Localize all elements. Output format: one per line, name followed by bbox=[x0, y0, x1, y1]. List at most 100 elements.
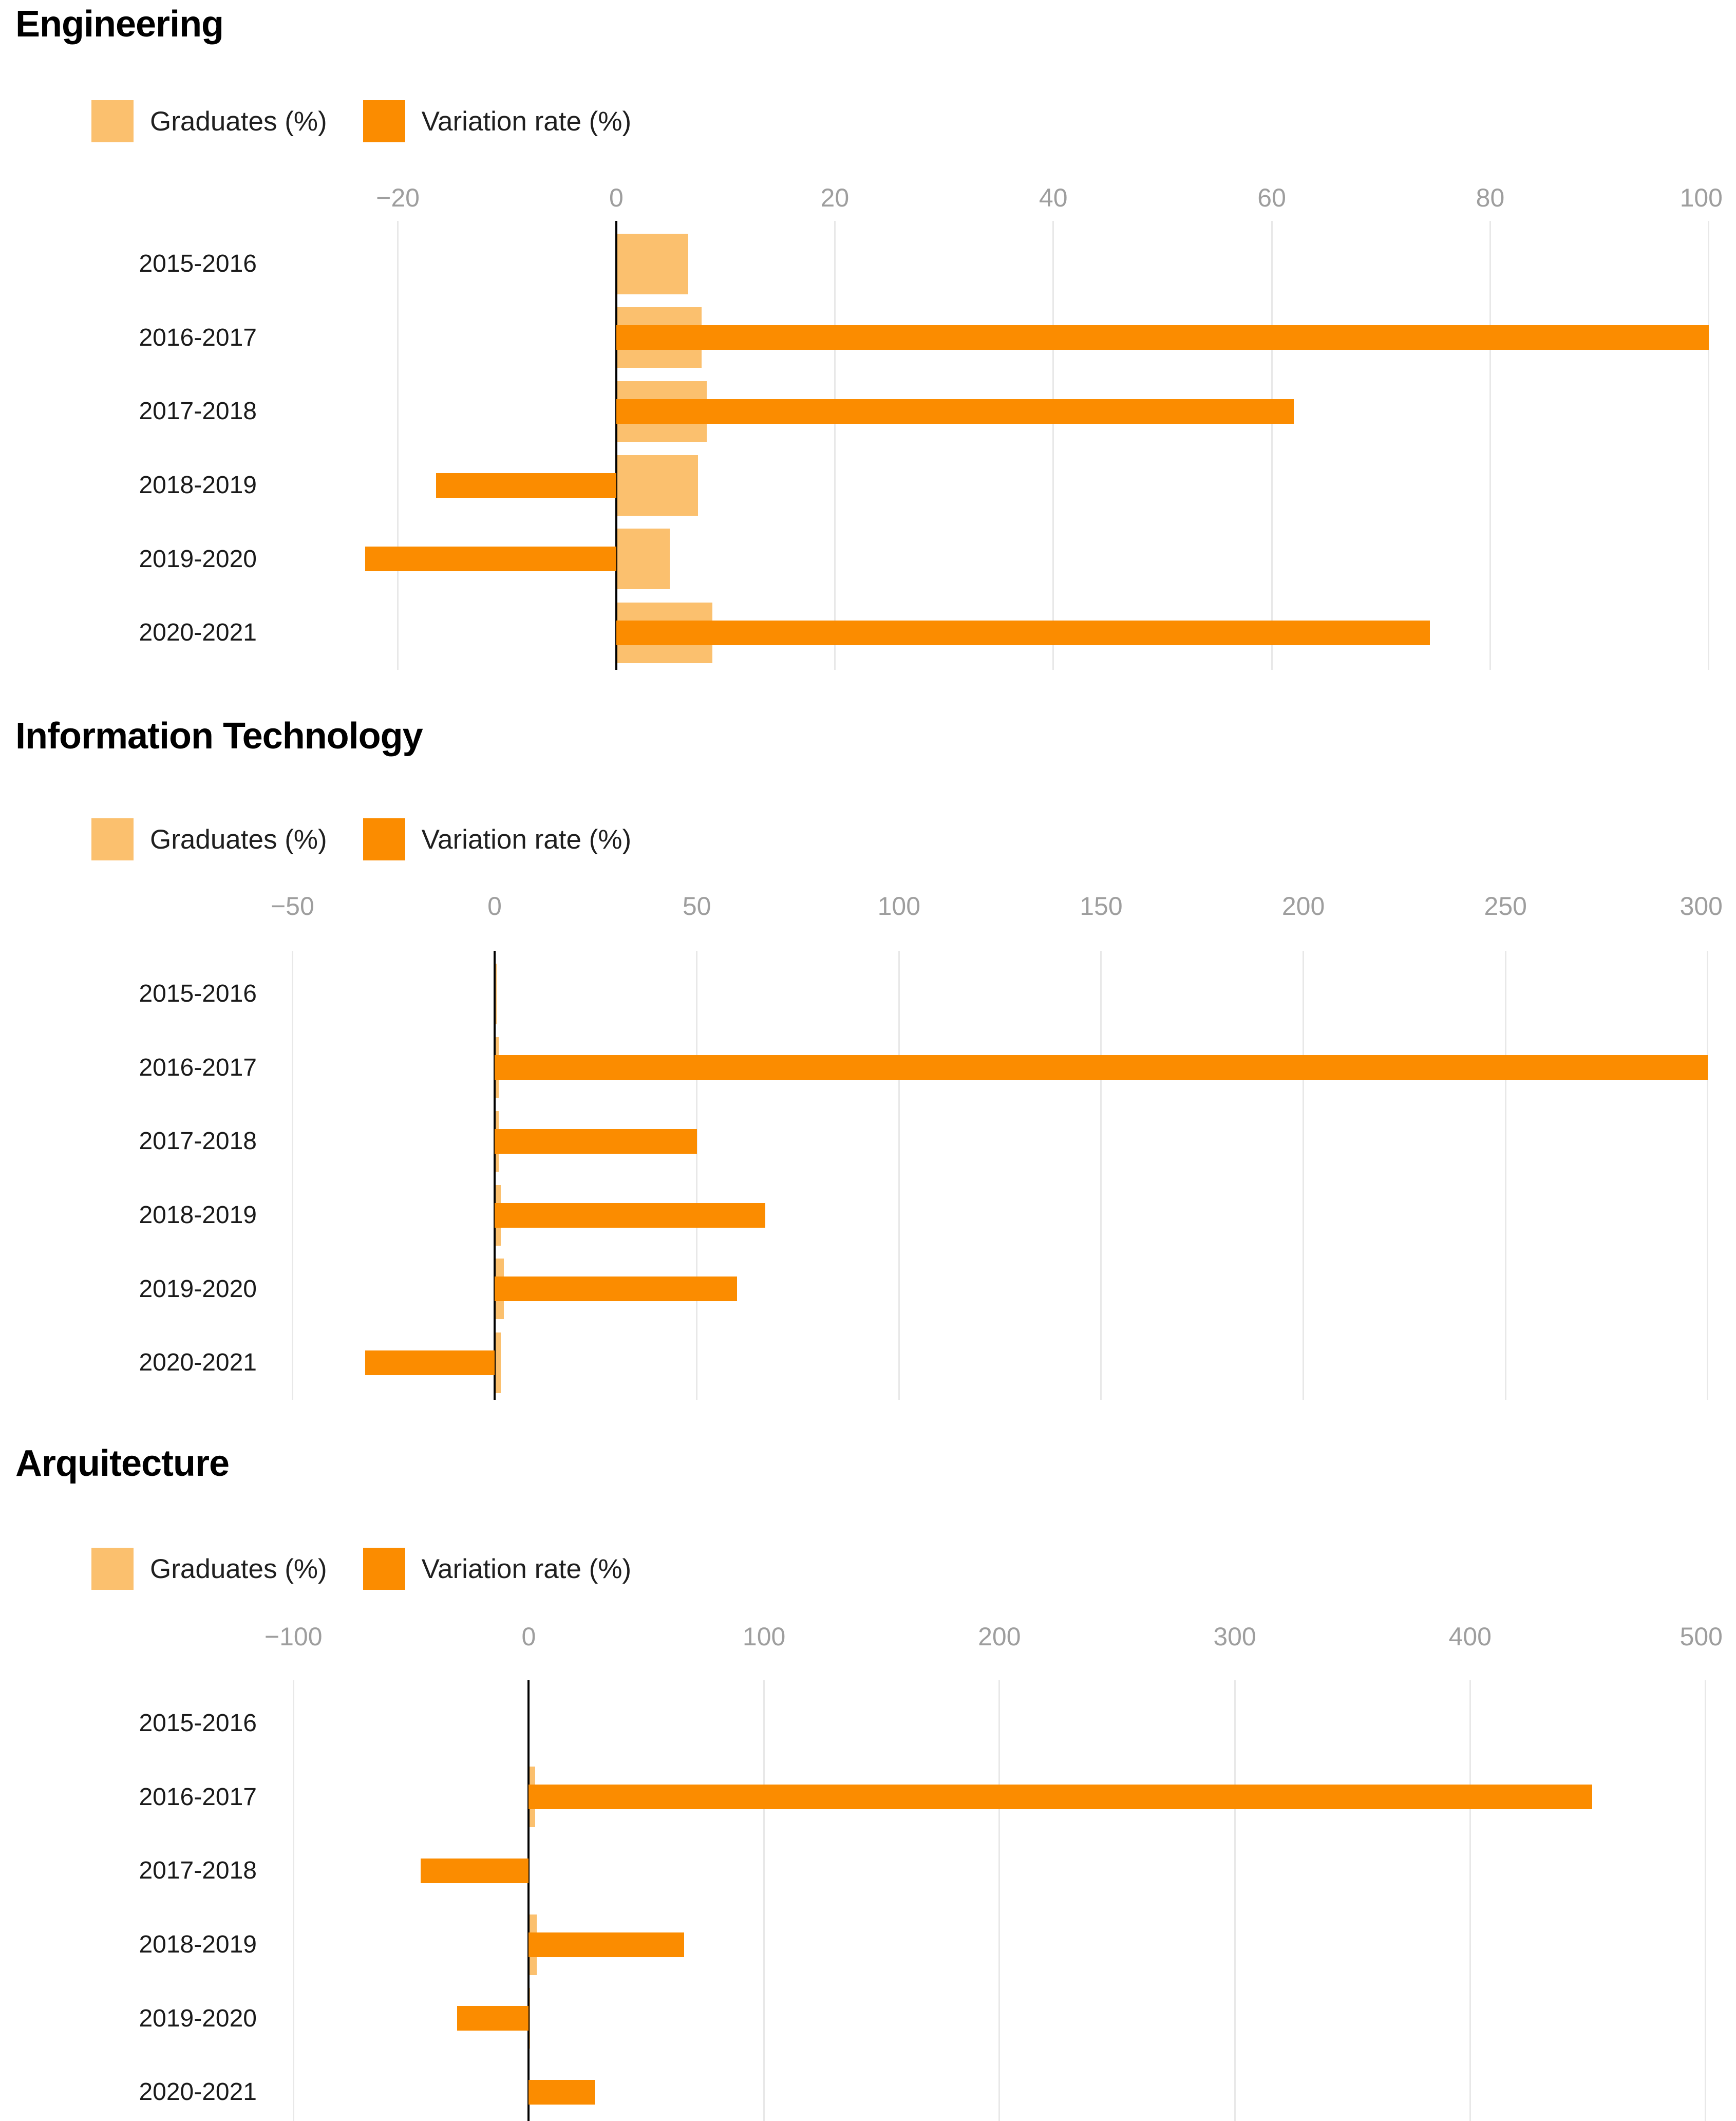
category-label: 2018-2019 bbox=[139, 1931, 257, 1959]
x-axis-tick-label: 200 bbox=[978, 1622, 1021, 1651]
variation-rate-bar bbox=[365, 1350, 495, 1375]
variation-rate-bar bbox=[365, 547, 616, 572]
category-label: 2019-2020 bbox=[139, 545, 257, 573]
category-label: 2020-2021 bbox=[139, 619, 257, 647]
x-axis-tick-label: 150 bbox=[1080, 892, 1123, 921]
variation-swatch-icon bbox=[363, 818, 405, 860]
x-axis-tick-label: −100 bbox=[264, 1622, 323, 1651]
x-axis-tick-label: 500 bbox=[1680, 1622, 1723, 1651]
gridline bbox=[1469, 1680, 1471, 2121]
variation-rate-bar bbox=[457, 2006, 529, 2031]
gridline bbox=[291, 951, 293, 1400]
legend-label-variation: Variation rate (%) bbox=[421, 1553, 632, 1584]
legend-label-variation: Variation rate (%) bbox=[421, 824, 632, 855]
x-axis-tick-label: 40 bbox=[1039, 183, 1068, 212]
gridline bbox=[1489, 221, 1491, 670]
x-axis-tick-label: 100 bbox=[742, 1622, 786, 1651]
gridline bbox=[1707, 951, 1709, 1400]
chart-arquitecture: Arquitecture Graduates (%) Variation rat… bbox=[0, 1442, 1736, 2121]
legend-item-variation: Variation rate (%) bbox=[363, 100, 631, 142]
x-axis-tick-label: 250 bbox=[1484, 892, 1527, 921]
gridline bbox=[1704, 1680, 1706, 2121]
x-axis-tick-label: 200 bbox=[1281, 892, 1325, 921]
variation-rate-bar bbox=[616, 399, 1294, 424]
x-axis-tick-label: 50 bbox=[682, 892, 711, 921]
graduates-swatch-icon bbox=[91, 1548, 134, 1590]
gridline bbox=[1052, 221, 1054, 670]
graduates-swatch-icon bbox=[91, 100, 134, 142]
variation-rate-bar bbox=[495, 1055, 1708, 1080]
x-axis-tick-label: 100 bbox=[877, 892, 921, 921]
gridline bbox=[1234, 1680, 1236, 2121]
legend-label-graduates: Graduates (%) bbox=[150, 1553, 327, 1584]
graduates-bar bbox=[616, 529, 670, 590]
x-axis-tick-label: 80 bbox=[1476, 183, 1505, 212]
variation-rate-bar bbox=[436, 473, 616, 498]
category-label: 2015-2016 bbox=[139, 980, 257, 1008]
category-label: 2019-2020 bbox=[139, 1275, 257, 1303]
x-axis-tick-label: 300 bbox=[1213, 1622, 1256, 1651]
category-label: 2015-2016 bbox=[139, 250, 257, 278]
x-axis-tick-label: 0 bbox=[609, 183, 624, 212]
variation-rate-bar bbox=[616, 620, 1430, 645]
category-label: 2016-2017 bbox=[139, 324, 257, 351]
chart-title-arquitecture: Arquitecture bbox=[15, 1443, 230, 1484]
category-label: 2016-2017 bbox=[139, 1783, 257, 1811]
category-label: 2018-2019 bbox=[139, 472, 257, 499]
chart-engineering: Engineering Graduates (%) Variation rate… bbox=[0, 0, 1736, 714]
legend-item-graduates: Graduates (%) bbox=[91, 100, 327, 142]
gridline bbox=[696, 951, 698, 1400]
legend-item-graduates: Graduates (%) bbox=[91, 818, 327, 860]
chart-title-engineering: Engineering bbox=[15, 4, 224, 45]
category-label: 2017-2018 bbox=[139, 398, 257, 425]
legend-label-graduates: Graduates (%) bbox=[150, 106, 327, 137]
legend-information-technology: Graduates (%) Variation rate (%) bbox=[91, 818, 631, 860]
gridline bbox=[898, 951, 900, 1400]
variation-rate-bar bbox=[529, 1932, 684, 1957]
gridline bbox=[998, 1680, 1001, 2121]
category-label: 2020-2021 bbox=[139, 1349, 257, 1377]
x-axis-tick-label: 400 bbox=[1448, 1622, 1492, 1651]
variation-rate-bar bbox=[420, 1859, 529, 1883]
category-label: 2019-2020 bbox=[139, 2004, 257, 2032]
variation-rate-bar bbox=[529, 2079, 595, 2105]
gridline bbox=[1271, 221, 1273, 670]
x-axis-tick-label: 60 bbox=[1257, 183, 1286, 212]
gridline bbox=[1708, 221, 1710, 670]
zero-baseline bbox=[494, 951, 496, 1400]
variation-rate-bar bbox=[495, 1277, 738, 1302]
legend-arquitecture: Graduates (%) Variation rate (%) bbox=[91, 1548, 631, 1590]
legend-engineering: Graduates (%) Variation rate (%) bbox=[91, 100, 631, 142]
legend-label-graduates: Graduates (%) bbox=[150, 824, 327, 855]
x-axis-tick-label: 20 bbox=[820, 183, 850, 212]
x-axis-tick-label: 0 bbox=[487, 892, 502, 921]
chart-information-technology: Information Technology Graduates (%) Var… bbox=[0, 714, 1736, 1442]
gridline bbox=[397, 221, 399, 670]
variation-rate-bar bbox=[529, 1785, 1593, 1810]
variation-rate-bar bbox=[495, 1129, 697, 1154]
category-label: 2017-2018 bbox=[139, 1857, 257, 1885]
x-axis-tick-label: 300 bbox=[1680, 892, 1723, 921]
zero-baseline bbox=[527, 1680, 530, 2121]
gridline bbox=[1303, 951, 1305, 1400]
category-label: 2018-2019 bbox=[139, 1202, 257, 1229]
zero-baseline bbox=[615, 221, 617, 670]
category-label: 2016-2017 bbox=[139, 1054, 257, 1081]
gridline bbox=[834, 221, 836, 670]
legend-label-variation: Variation rate (%) bbox=[421, 106, 632, 137]
chart-title-information-technology: Information Technology bbox=[15, 716, 423, 757]
x-axis-tick-label: 0 bbox=[521, 1622, 536, 1651]
x-axis-tick-label: −50 bbox=[270, 892, 314, 921]
variation-rate-bar bbox=[616, 325, 1709, 350]
legend-item-graduates: Graduates (%) bbox=[91, 1548, 327, 1590]
graduates-bar bbox=[495, 1332, 501, 1393]
legend-item-variation: Variation rate (%) bbox=[363, 1548, 631, 1590]
category-label: 2015-2016 bbox=[139, 1710, 257, 1737]
variation-rate-bar bbox=[495, 1203, 766, 1228]
graduates-bar bbox=[616, 455, 699, 516]
gridline bbox=[763, 1680, 765, 2121]
category-label: 2017-2018 bbox=[139, 1128, 257, 1155]
gridline bbox=[1504, 951, 1506, 1400]
graduates-bar bbox=[616, 233, 689, 294]
